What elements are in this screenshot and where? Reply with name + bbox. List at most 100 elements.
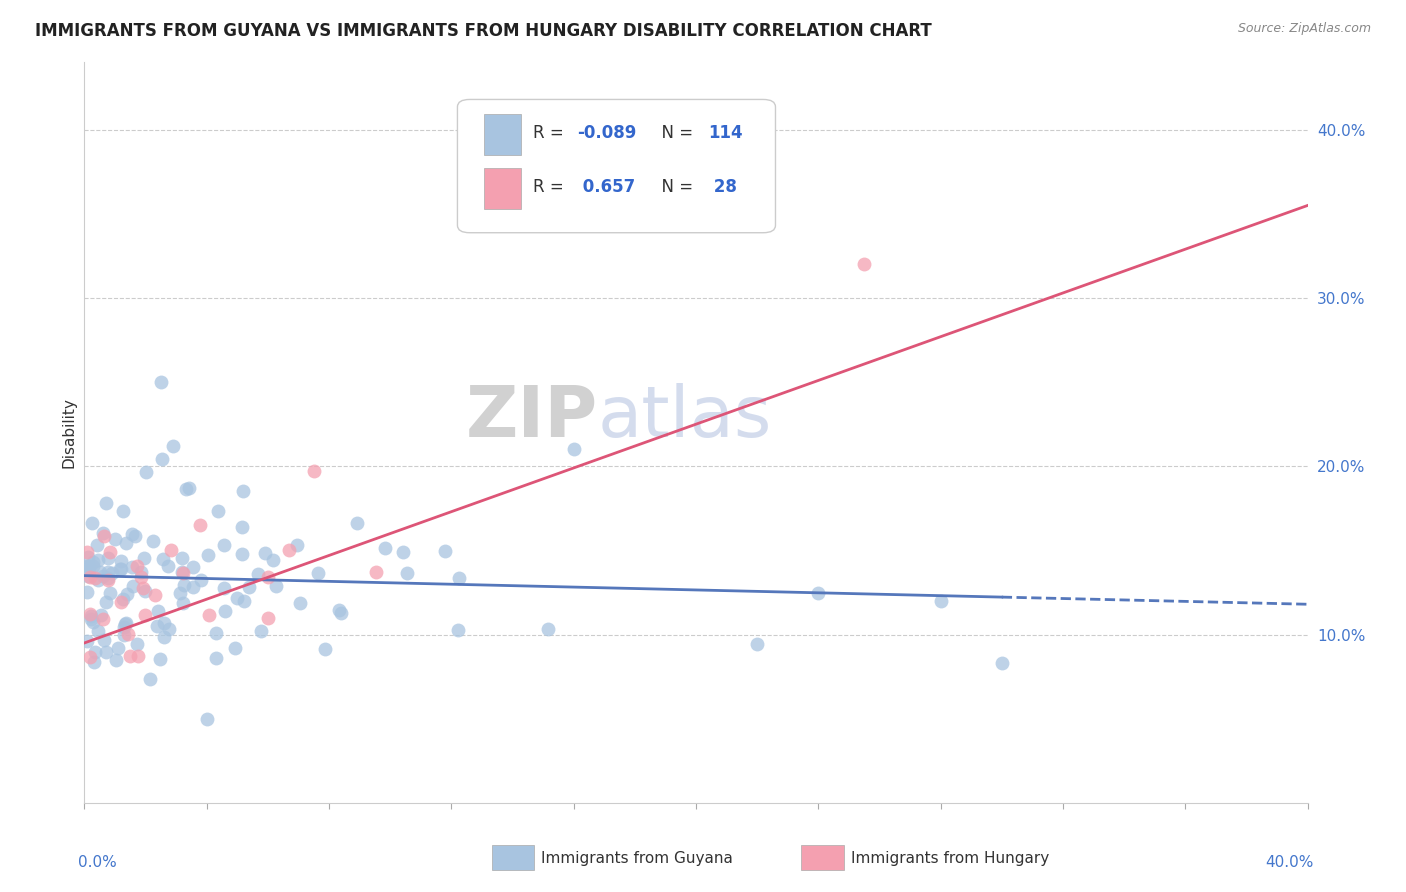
Point [86, 553, 108, 567]
Point [91, 569, 114, 583]
Point [346, 516, 368, 530]
Point [173, 578, 195, 592]
Text: atlas: atlas [598, 384, 772, 452]
Point [115, 535, 138, 549]
Point [97, 565, 120, 579]
Point [190, 574, 212, 588]
Point [76, 549, 98, 564]
Point [172, 596, 194, 610]
Point [747, 637, 769, 651]
Point [254, 546, 277, 560]
Point [122, 579, 145, 593]
Point [129, 565, 152, 579]
Point [250, 624, 273, 639]
Point [82, 559, 104, 574]
Point [205, 651, 228, 665]
Point [231, 520, 253, 534]
Point [152, 552, 174, 566]
Point [117, 587, 139, 601]
Point [146, 619, 169, 633]
Point [112, 628, 135, 642]
Text: 28: 28 [709, 178, 737, 196]
Text: ZIP: ZIP [465, 384, 598, 452]
Point [197, 548, 219, 562]
Y-axis label: Disability: Disability [60, 397, 76, 468]
Point [121, 560, 143, 574]
Text: R =: R = [533, 178, 569, 196]
Point [162, 439, 184, 453]
Point [181, 559, 204, 574]
Point [79, 558, 101, 573]
Point [79, 570, 101, 584]
Point [117, 626, 139, 640]
Point [226, 591, 249, 606]
Point [257, 570, 280, 584]
Point [94, 645, 117, 659]
Point [391, 544, 413, 558]
Point [93, 529, 115, 543]
Point [278, 543, 301, 558]
Text: 114: 114 [709, 124, 742, 142]
Text: Source: ZipAtlas.com: Source: ZipAtlas.com [1237, 22, 1371, 36]
Point [84, 644, 107, 658]
Point [110, 554, 132, 568]
Point [120, 649, 142, 664]
Point [170, 565, 193, 579]
Point [110, 562, 132, 576]
Point [86, 538, 108, 552]
Point [224, 640, 246, 655]
Point [79, 650, 101, 665]
Point [127, 558, 149, 573]
Point [160, 543, 183, 558]
Point [134, 583, 156, 598]
Point [285, 538, 308, 552]
Point [307, 566, 329, 581]
Point [214, 582, 236, 596]
Point [153, 616, 176, 631]
Point [198, 608, 221, 623]
Point [174, 482, 197, 496]
Point [330, 606, 353, 620]
Text: 40.0%: 40.0% [1265, 855, 1313, 870]
Point [127, 649, 149, 664]
Point [149, 375, 172, 389]
Point [87, 574, 110, 588]
Point [138, 672, 160, 686]
Point [537, 623, 560, 637]
Point [76, 585, 98, 599]
Point [110, 595, 132, 609]
Point [82, 615, 104, 630]
Point [129, 570, 152, 584]
Point [562, 442, 585, 457]
Point [447, 624, 470, 638]
Point [204, 626, 226, 640]
Point [82, 555, 104, 569]
Point [146, 604, 169, 618]
Point [101, 566, 124, 580]
Point [104, 532, 127, 546]
Text: Immigrants from Guyana: Immigrants from Guyana [541, 851, 733, 865]
Point [288, 596, 311, 610]
Point [169, 586, 191, 600]
Point [98, 586, 121, 600]
Point [125, 637, 148, 651]
Point [76, 558, 98, 573]
Point [97, 550, 120, 565]
Point [83, 655, 105, 669]
Point [157, 622, 180, 636]
Point [395, 566, 418, 580]
Point [90, 608, 112, 623]
Point [121, 526, 143, 541]
Point [149, 652, 172, 666]
Point [80, 609, 103, 624]
Point [143, 588, 166, 602]
Point [107, 641, 129, 656]
Point [132, 581, 155, 595]
Point [302, 464, 325, 478]
Point [991, 657, 1014, 671]
Point [434, 544, 457, 558]
Text: R =: R = [533, 124, 569, 142]
Text: IMMIGRANTS FROM GUYANA VS IMMIGRANTS FROM HUNGARY DISABILITY CORRELATION CHART: IMMIGRANTS FROM GUYANA VS IMMIGRANTS FRO… [35, 22, 932, 40]
Point [214, 604, 236, 618]
Point [246, 566, 269, 581]
